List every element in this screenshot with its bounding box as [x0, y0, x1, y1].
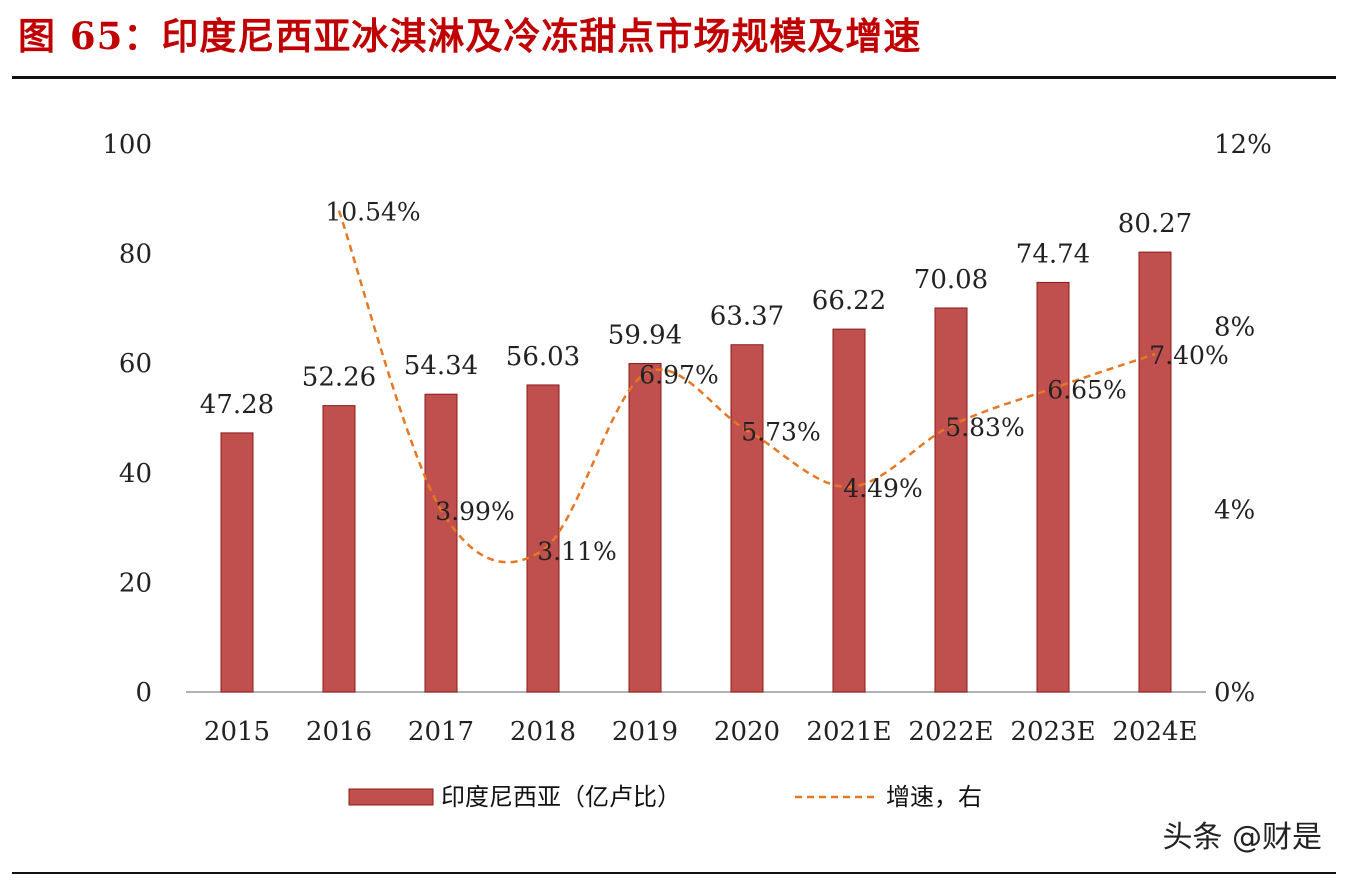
bar [220, 432, 254, 693]
bar-value-label: 56.03 [506, 342, 580, 372]
x-tick-label: 2018 [510, 717, 576, 747]
x-tick-label: 2015 [204, 717, 270, 747]
bar-value-label: 66.22 [812, 286, 886, 316]
watermark: 头条 @财是 [1162, 820, 1322, 855]
chart-title: 图 65：印度尼西亚冰淇淋及冷冻甜点市场规模及增速 [18, 14, 922, 58]
x-tick-label: 2016 [306, 717, 372, 747]
bar [934, 307, 968, 693]
bar-value-label: 47.28 [200, 390, 274, 420]
legend-bar-label: 印度尼西亚（亿卢比） [441, 783, 681, 811]
bar [322, 405, 356, 693]
bar [730, 344, 764, 693]
bar [424, 393, 458, 693]
line-labels-group: 10.54% 3.99% 3.11% 6.97% 5.73% 4.49% 5.83% 6.65… [325, 198, 1228, 566]
growth-value-label: 6.97% [639, 361, 718, 390]
right-tick-label: 12% [1214, 130, 1272, 160]
legend-line-label: 增速，右 [886, 783, 982, 811]
left-axis: 0 20 40 60 80 100 [102, 130, 152, 708]
bar [832, 328, 866, 693]
bar-labels-group: 47.28 52.26 54.34 56.03 59.94 63.37 66.22 70.08… [200, 209, 1192, 420]
left-tick-label: 20 [119, 568, 152, 598]
x-tick-label: 2023E [1010, 717, 1095, 747]
right-tick-label: 0% [1214, 678, 1255, 708]
growth-value-label: 5.73% [741, 417, 820, 446]
x-tick-label: 2019 [612, 717, 678, 747]
x-tick-labels: 2015 2016 2017 2018 2019 2020 2021E 2022E 2023E 2… [204, 717, 1198, 747]
x-tick-label: 2021E [806, 717, 891, 747]
growth-value-label: 3.99% [435, 497, 514, 526]
bar-value-label: 52.26 [302, 363, 376, 393]
right-tick-label: 8% [1214, 313, 1255, 343]
growth-value-label: 4.49% [843, 474, 922, 503]
bar-value-label: 70.08 [914, 265, 988, 295]
growth-value-label: 7.40% [1149, 341, 1228, 370]
left-tick-label: 40 [119, 459, 152, 489]
bars-group [220, 251, 1172, 693]
bar-value-label: 80.27 [1118, 209, 1192, 239]
x-tick-label: 2024E [1112, 717, 1197, 747]
right-axis: 0% 4% 8% 12% [1214, 130, 1272, 708]
left-tick-label: 60 [119, 349, 152, 379]
top-rule [12, 76, 1336, 79]
left-tick-label: 80 [119, 240, 152, 270]
x-tick-label: 2022E [908, 717, 993, 747]
x-tick-label: 2017 [408, 717, 474, 747]
bottom-rule [12, 872, 1336, 874]
growth-value-label: 10.54% [325, 198, 420, 227]
legend: 印度尼西亚（亿卢比） 增速，右 [348, 783, 982, 811]
growth-value-label: 3.11% [537, 537, 616, 566]
bar [1036, 281, 1070, 693]
bar [628, 363, 662, 693]
x-tick-label: 2020 [714, 717, 780, 747]
bar-value-label: 74.74 [1016, 239, 1090, 269]
bar-value-label: 54.34 [404, 351, 478, 381]
bar-value-label: 59.94 [608, 321, 682, 351]
legend-bar-swatch [348, 788, 434, 806]
right-tick-label: 4% [1214, 495, 1255, 525]
left-tick-label: 100 [102, 130, 152, 160]
left-tick-label: 0 [135, 678, 152, 708]
bar-value-label: 63.37 [710, 302, 784, 332]
growth-value-label: 6.65% [1047, 375, 1126, 404]
growth-line [337, 210, 1156, 564]
bar [1138, 251, 1172, 693]
growth-value-label: 5.83% [945, 413, 1024, 442]
